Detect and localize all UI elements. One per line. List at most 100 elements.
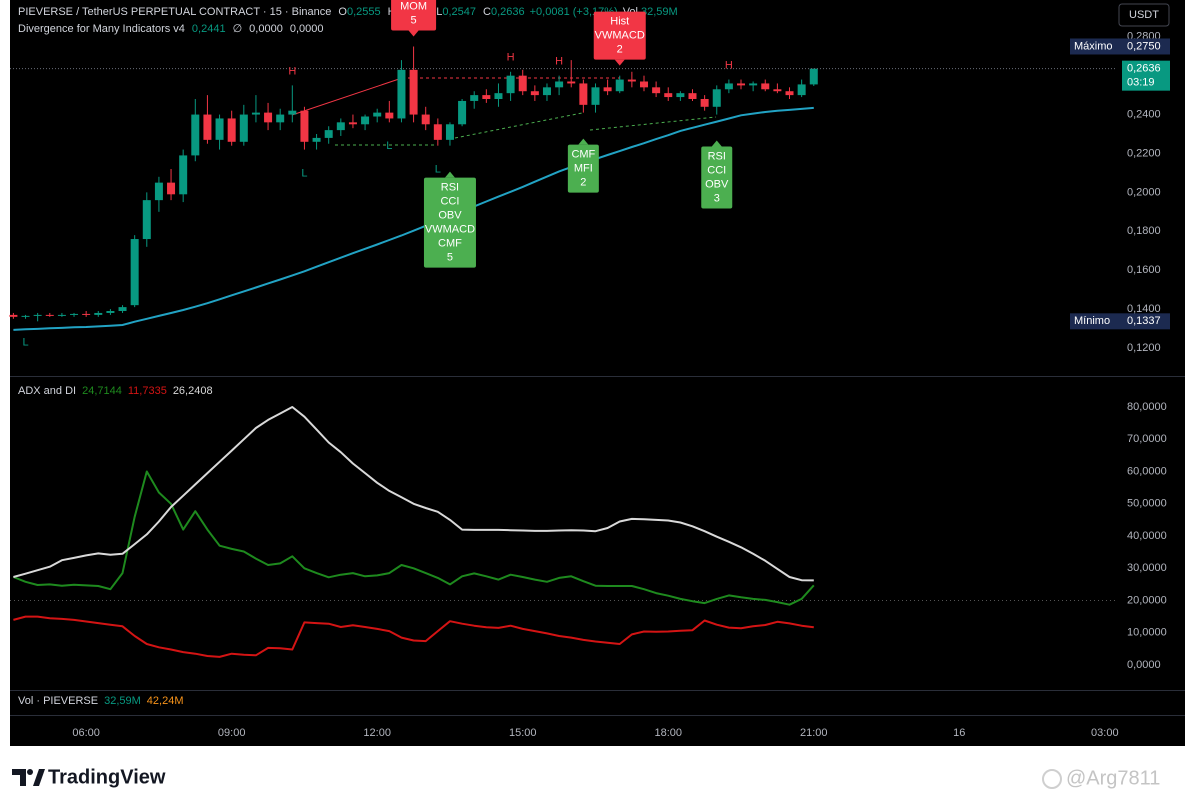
candle-body	[579, 83, 588, 105]
indicator-legend: ADX and DI 24,7144 11,7335 26,2408	[18, 385, 213, 397]
logo-shape	[12, 769, 26, 786]
candle-body	[433, 124, 442, 140]
candle-body	[785, 91, 794, 96]
candle-body	[215, 118, 224, 140]
signal-pointer	[444, 171, 455, 178]
pivot-marker: L	[386, 140, 392, 152]
signal-text: Hist	[610, 16, 629, 28]
price-label-box	[1122, 313, 1170, 330]
signal-text: OBV	[705, 178, 729, 190]
candle-body	[142, 200, 151, 240]
candle-body	[700, 99, 709, 107]
candle-body	[688, 93, 697, 100]
symbol-title: PIEVERSE / TetherUS PERPETUAL CONTRACT ·…	[18, 6, 331, 18]
y-tick-label: 0,2200	[1127, 147, 1161, 159]
candle-body	[555, 81, 564, 88]
x-tick-label: 06:00	[72, 727, 100, 739]
logo-shape	[27, 769, 33, 775]
candle-body	[276, 114, 285, 123]
y-tick-label: 0,1600	[1127, 264, 1161, 276]
price-label-name: Mínimo	[1074, 315, 1110, 327]
price-label-sub: 03:19	[1127, 77, 1155, 89]
candle-body	[373, 112, 382, 117]
divergence-line	[291, 77, 403, 116]
ohlc-key: L	[436, 6, 442, 18]
candle-body	[179, 155, 188, 195]
candle-body	[9, 314, 18, 317]
candle-body	[191, 114, 200, 156]
signal-text: MFI	[574, 163, 593, 175]
signal-text: RSI	[441, 182, 459, 194]
pivot-marker: H	[555, 56, 563, 68]
signal-text: 5	[411, 14, 417, 26]
price-label-value: 0,2636	[1127, 63, 1161, 75]
candle-body	[506, 75, 515, 94]
y-tick-label: 30,0000	[1127, 562, 1167, 574]
signal-label: CMF MFI 2	[567, 138, 599, 193]
x-tick-label: 16	[953, 727, 965, 739]
logo-text: TradingView	[48, 766, 166, 788]
price-label-value: 0,2750	[1127, 40, 1161, 52]
candle-body	[530, 91, 539, 96]
candle-body	[761, 83, 770, 90]
candle-body	[361, 116, 370, 125]
candle-body	[603, 87, 612, 92]
candle-body	[82, 313, 91, 315]
candle-body	[470, 95, 479, 101]
y-tick-label: 0,2000	[1127, 186, 1161, 198]
price-label: Máximo 0,2750	[1070, 38, 1170, 55]
y-tick-label: 20,0000	[1127, 594, 1167, 606]
candle-body	[494, 93, 503, 100]
signal-pointer	[578, 138, 589, 145]
signal-text: 3	[714, 192, 720, 204]
candle-body	[118, 307, 127, 312]
signal-text: OBV	[438, 210, 462, 222]
y-tick-label: 50,0000	[1127, 498, 1167, 510]
x-tick-label: 15:00	[509, 727, 537, 739]
symbol-legend: PIEVERSE / TetherUS PERPETUAL CONTRACT ·…	[18, 6, 678, 18]
candle-body	[57, 314, 66, 316]
candle-body	[615, 79, 624, 92]
signal-label: Hist VWMACD 2	[593, 11, 646, 66]
candle-body	[154, 182, 163, 201]
y-tick-label: 0,0000	[1127, 659, 1161, 671]
signal-box	[567, 144, 599, 193]
x-tick-label: 12:00	[363, 727, 391, 739]
logo-icon	[12, 769, 45, 786]
y-tick-label: 0,1800	[1127, 225, 1161, 237]
candle-body	[348, 122, 357, 125]
candle-body	[70, 313, 79, 315]
price-label-box	[1122, 60, 1170, 91]
y-tick-label: 0,2400	[1127, 108, 1161, 120]
candle-body	[421, 114, 430, 125]
candle-body	[385, 112, 394, 119]
candle-body	[652, 87, 661, 94]
signal-text: VWMACD	[425, 224, 475, 236]
indicator-line	[13, 470, 815, 606]
candle-body	[251, 112, 260, 115]
pivot-marker: L	[301, 167, 307, 179]
candle-body	[227, 118, 236, 142]
y-tick-label: 70,0000	[1127, 433, 1167, 445]
signal-text: 2	[580, 177, 586, 189]
currency-button[interactable]: USDT	[1129, 9, 1159, 21]
candle-body	[264, 112, 273, 123]
candle-body	[749, 83, 758, 86]
candle-body	[94, 312, 103, 315]
price-label: Mínimo 0,1337	[1070, 313, 1170, 330]
signal-box	[701, 146, 733, 209]
candle-body	[45, 314, 54, 316]
pivot-marker: L	[435, 164, 441, 176]
indicator-line	[13, 406, 814, 582]
candle-body	[724, 83, 733, 90]
ohlc-value: 0,2636	[491, 6, 525, 18]
indicator-value: 0,2441	[192, 23, 226, 35]
volume-legend: Vol · PIEVERSE 32,59M 42,24M	[18, 695, 184, 707]
ohlc-value: 0,2547	[442, 6, 476, 18]
candle-body	[664, 93, 673, 98]
indicator-value: ∅	[233, 23, 243, 35]
ohlc-value: 0,2555	[347, 6, 381, 18]
signal-text: VWMACD	[595, 30, 645, 42]
